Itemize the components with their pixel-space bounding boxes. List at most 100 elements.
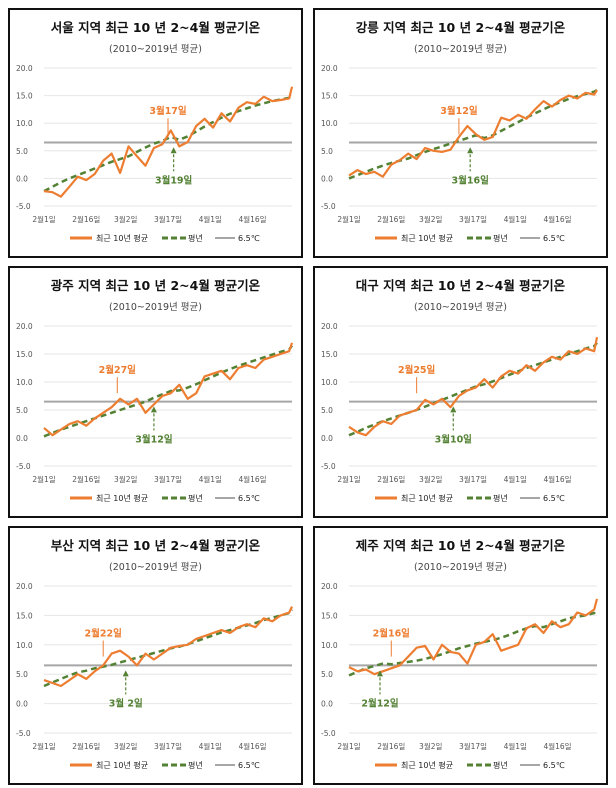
chart-panel-2: 광주 지역 최근 10 년 2~4월 평균기온 (2010~2019년 평균) -5… xyxy=(8,266,303,518)
arrow-head-icon xyxy=(377,670,383,677)
y-tick-label: 5.0 xyxy=(321,147,333,156)
legend-recent-label: 최근 10년 평균 xyxy=(401,760,453,770)
y-tick-label: 20.0 xyxy=(16,322,33,331)
x-tick-label: 3월2일 xyxy=(419,474,442,484)
arrow-head-icon xyxy=(122,670,129,677)
x-tick-label: 4월1일 xyxy=(504,474,527,484)
x-tick-label: 2월1일 xyxy=(337,474,360,484)
legend-normal-label: 평년 xyxy=(188,760,203,770)
y-tick-label: -5.0 xyxy=(16,202,31,211)
x-tick-label: 3월2일 xyxy=(114,214,137,224)
chart-title: 대구 지역 최근 10 년 2~4월 평균기온 xyxy=(356,278,566,293)
chart-title: 광주 지역 최근 10 년 2~4월 평균기온 xyxy=(51,278,261,293)
recent-series-line xyxy=(43,606,293,688)
x-tick-label: 2월16일 xyxy=(377,741,405,751)
y-tick-label: 20.0 xyxy=(16,64,33,73)
arrow-head-icon xyxy=(467,147,474,154)
x-tick-label: 3월2일 xyxy=(419,214,442,224)
recent-series-line xyxy=(43,86,294,198)
legend-recent-label: 최근 10년 평균 xyxy=(96,760,148,770)
x-tick-label: 3월2일 xyxy=(114,474,137,484)
legend-normal-label: 평년 xyxy=(188,233,203,243)
legend-threshold-label: 6.5℃ xyxy=(238,234,260,243)
green-annotation-label: 3월16일 xyxy=(452,174,490,186)
y-tick-label: -5.0 xyxy=(321,462,336,471)
orange-annotation-label: 2월25일 xyxy=(398,364,436,376)
y-tick-label: 10.0 xyxy=(16,641,33,650)
x-tick-label: 2월16일 xyxy=(377,214,405,224)
arrow-head-icon xyxy=(170,147,177,154)
legend-threshold-label: 6.5℃ xyxy=(543,494,565,503)
y-tick-label: 10.0 xyxy=(321,641,338,650)
chart-svg: 광주 지역 최근 10 년 2~4월 평균기온 (2010~2019년 평균) -5… xyxy=(16,278,294,503)
normal-series-line xyxy=(348,89,598,180)
x-tick-label: 4월16일 xyxy=(238,214,266,224)
orange-annotation-label: 3월17일 xyxy=(149,105,187,117)
x-tick-label: 4월16일 xyxy=(543,474,571,484)
chart-panel-3: 대구 지역 최근 10 년 2~4월 평균기온 (2010~2019년 평균) -5… xyxy=(313,266,608,518)
chart-svg: 제주 지역 최근 10 년 2~4월 평균기온 (2010~2019년 평균) -5… xyxy=(321,538,599,770)
legend-threshold-label: 6.5℃ xyxy=(543,761,565,770)
chart-panel-5: 제주 지역 최근 10 년 2~4월 평균기온 (2010~2019년 평균) -5… xyxy=(313,526,608,785)
recent-series-line xyxy=(43,342,294,437)
legend-threshold-label: 6.5℃ xyxy=(543,234,565,243)
normal-series-line xyxy=(43,344,294,438)
x-tick-label: 4월1일 xyxy=(199,474,222,484)
x-tick-label: 4월16일 xyxy=(238,741,266,751)
chart-subtitle: (2010~2019년 평균) xyxy=(109,302,202,313)
chart-svg: 강릉 지역 최근 10 년 2~4월 평균기온 (2010~2019년 평균) -5… xyxy=(321,20,598,243)
y-tick-label: 15.0 xyxy=(16,92,33,101)
y-tick-label: 5.0 xyxy=(16,406,28,415)
legend-normal-label: 평년 xyxy=(493,233,508,243)
legend-recent-label: 최근 10년 평균 xyxy=(96,493,148,503)
y-tick-label: 0.0 xyxy=(16,174,28,183)
green-annotation-label: 3월 2일 xyxy=(109,697,143,709)
chart-title: 부산 지역 최근 10 년 2~4월 평균기온 xyxy=(51,538,261,553)
y-tick-label: -5.0 xyxy=(16,462,31,471)
chart-svg: 부산 지역 최근 10 년 2~4월 평균기온 (2010~2019년 평균) -5… xyxy=(16,538,293,770)
x-tick-label: 3월17일 xyxy=(154,741,182,751)
x-tick-label: 4월1일 xyxy=(199,741,222,751)
x-tick-label: 2월16일 xyxy=(72,214,100,224)
y-tick-label: -5.0 xyxy=(16,729,31,738)
y-tick-label: 15.0 xyxy=(16,350,33,359)
y-tick-label: 15.0 xyxy=(321,350,338,359)
recent-series-line xyxy=(348,598,599,676)
x-tick-label: 2월1일 xyxy=(32,741,55,751)
y-tick-label: 10.0 xyxy=(321,119,338,128)
y-tick-label: -5.0 xyxy=(321,202,336,211)
green-annotation-label: 3월19일 xyxy=(155,174,193,186)
legend-threshold-label: 6.5℃ xyxy=(238,761,260,770)
legend-normal-label: 평년 xyxy=(493,493,508,503)
x-tick-label: 4월16일 xyxy=(238,474,266,484)
chart-svg: 대구 지역 최근 10 년 2~4월 평균기온 (2010~2019년 평균) -5… xyxy=(321,278,599,503)
green-annotation-label: 3월12일 xyxy=(135,433,173,445)
chart-panel-4: 부산 지역 최근 10 년 2~4월 평균기온 (2010~2019년 평균) -5… xyxy=(8,526,303,785)
chart-title: 제주 지역 최근 10 년 2~4월 평균기온 xyxy=(356,538,566,553)
chart-panel-1: 강릉 지역 최근 10 년 2~4월 평균기온 (2010~2019년 평균) -5… xyxy=(313,8,608,258)
normal-series-line xyxy=(348,608,598,677)
y-tick-label: 5.0 xyxy=(16,147,28,156)
arrow-head-icon xyxy=(450,406,457,413)
x-tick-label: 2월16일 xyxy=(72,474,100,484)
x-tick-label: 2월16일 xyxy=(72,741,100,751)
chart-subtitle: (2010~2019년 평균) xyxy=(414,302,507,313)
x-tick-label: 3월17일 xyxy=(154,474,182,484)
orange-annotation-label: 3월12일 xyxy=(440,105,478,117)
legend-normal-label: 평년 xyxy=(188,493,203,503)
y-tick-label: 20.0 xyxy=(16,582,33,591)
orange-annotation-label: 2월22일 xyxy=(85,628,123,640)
y-tick-label: 0.0 xyxy=(16,434,28,443)
x-tick-label: 4월16일 xyxy=(543,214,571,224)
y-tick-label: 0.0 xyxy=(321,174,333,183)
chart-svg: 서울 지역 최근 10 년 2~4월 평균기온 (2010~2019년 평균) -5… xyxy=(16,20,294,243)
chart-subtitle: (2010~2019년 평균) xyxy=(414,562,507,573)
x-tick-label: 2월1일 xyxy=(337,741,360,751)
chart-title: 강릉 지역 최근 10 년 2~4월 평균기온 xyxy=(356,20,566,35)
y-tick-label: 0.0 xyxy=(16,700,28,709)
x-tick-label: 4월1일 xyxy=(504,741,527,751)
chart-panel-0: 서울 지역 최근 10 년 2~4월 평균기온 (2010~2019년 평균) -5… xyxy=(8,8,303,258)
recent-series-line xyxy=(348,89,598,178)
legend-recent-label: 최근 10년 평균 xyxy=(401,233,453,243)
x-tick-label: 2월1일 xyxy=(32,214,55,224)
